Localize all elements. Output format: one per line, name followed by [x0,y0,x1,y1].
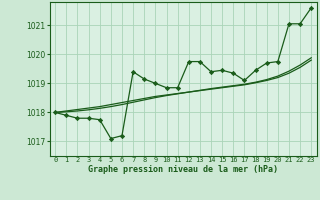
X-axis label: Graphe pression niveau de la mer (hPa): Graphe pression niveau de la mer (hPa) [88,165,278,174]
